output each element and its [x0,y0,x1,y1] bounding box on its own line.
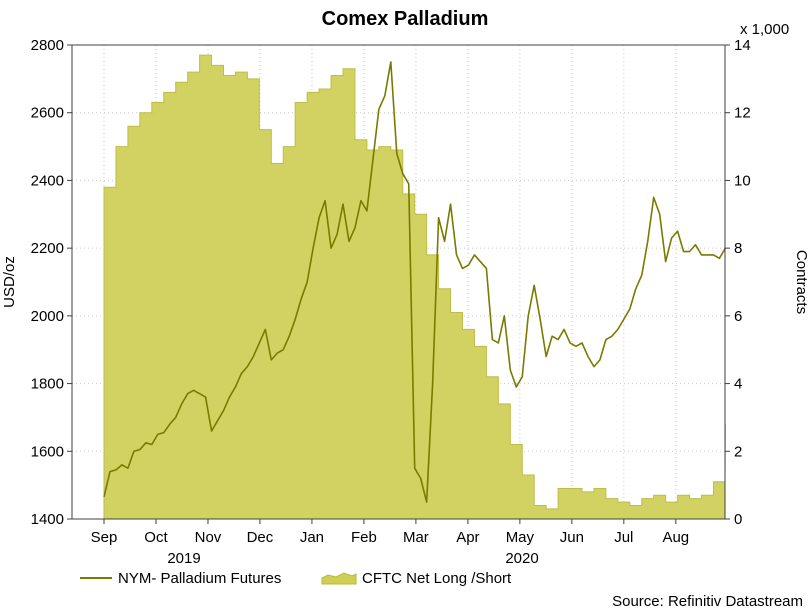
x-tick-label: Jun [560,529,584,546]
y-left-tick-label: 2000 [31,308,64,325]
year-label-2020: 2020 [505,550,538,567]
chart-title: Comex Palladium [322,8,489,30]
y-left-tick-label: 1400 [31,511,64,528]
y-right-tick-label: 0 [734,511,742,528]
area-series-path [103,54,726,520]
year-label-2019: 2019 [167,550,200,567]
y-right-tick-label: 8 [734,240,742,257]
x-tick-label: May [506,529,535,546]
y-right-tick-label: 2 [734,443,742,460]
x-tick-label: Sep [91,529,118,546]
x-tick-label: Jul [614,529,633,546]
x-tick-label: Apr [456,529,479,546]
x-tick-label: Jan [300,529,324,546]
y-right-tick-label: 14 [734,37,751,54]
x-tick-label: Feb [351,529,377,546]
legend: NYM- Palladium Futures CFTC Net Long /Sh… [80,570,512,587]
x-axis: Sep Oct Nov Dec Jan Feb Mar Apr May Jun Jul Aug [91,519,689,546]
x-tick-label: Aug [662,529,689,546]
y-left-tick-label: 1800 [31,376,64,393]
source-note: Source: Refinitiv Datastream [612,593,803,609]
x-tick-label: Dec [247,529,274,546]
x-tick-label: Oct [144,529,168,546]
line-series [103,61,727,503]
y-right-tick-label: 12 [734,105,751,122]
y-right-unit-note: x 1,000 [740,21,789,38]
y-right-tick-label: 6 [734,308,742,325]
line-series-path [103,61,727,503]
y-left-tick-label: 2600 [31,105,64,122]
legend-area-label: CFTC Net Long /Short [362,570,512,587]
y-right-label: Contracts [793,250,810,314]
left-axis: 1400 1600 1800 2000 2200 2400 2600 2800 [31,37,72,528]
right-axis: 0 2 4 6 8 10 12 14 [725,37,751,528]
y-right-tick-label: 10 [734,172,751,189]
area-series [103,54,726,520]
x-tick-label: Nov [195,529,222,546]
y-left-tick-label: 2800 [31,37,64,54]
y-left-tick-label: 2400 [31,172,64,189]
y-right-tick-label: 4 [734,376,742,393]
plot-frame [71,44,726,520]
y-left-tick-label: 1600 [31,443,64,460]
legend-line-label: NYM- Palladium Futures [118,570,281,587]
legend-area-swatch [321,572,357,585]
x-tick-label: Mar [403,529,429,546]
y-left-label: USD/oz [1,256,18,308]
y-left-tick-label: 2200 [31,240,64,257]
